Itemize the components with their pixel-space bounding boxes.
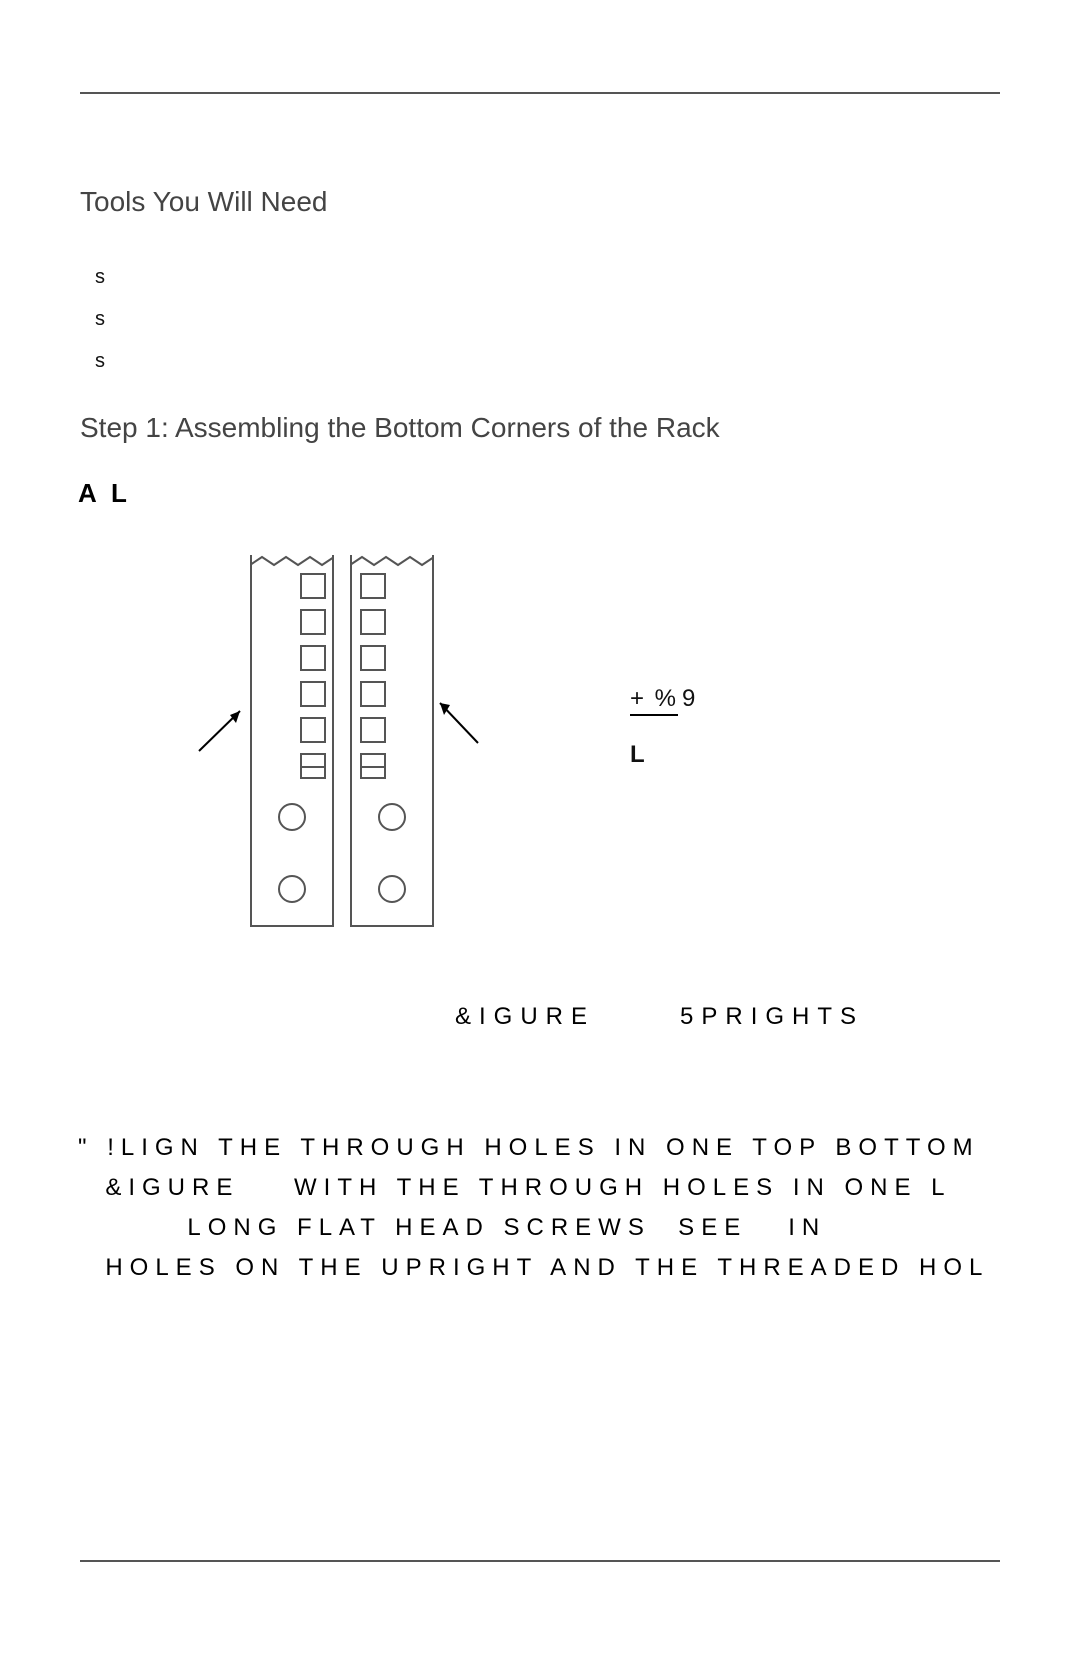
through-hole — [278, 875, 306, 903]
tools-list: s s s — [95, 256, 105, 382]
through-hole — [278, 803, 306, 831]
slot-split — [300, 753, 326, 779]
slot — [300, 645, 326, 671]
slot — [360, 717, 386, 743]
torn-edge — [250, 553, 334, 569]
through-hole — [378, 803, 406, 831]
slot — [300, 681, 326, 707]
bottom-rule — [80, 1560, 1000, 1562]
slot — [360, 573, 386, 599]
list-item: s — [95, 340, 105, 382]
through-hole — [378, 875, 406, 903]
body-line: HOLES ON THE UPRIGHT AND THE THREADED HO… — [78, 1254, 989, 1281]
slot — [300, 573, 326, 599]
body-line: &IGURE WITH THE THROUGH HOLES IN ONE L — [78, 1174, 952, 1201]
arrow-right-icon — [428, 691, 488, 751]
figure-caption-left: &IGURE — [455, 1003, 595, 1031]
page: Tools You Will Need s s s Step 1: Assemb… — [0, 0, 1080, 1669]
slot — [360, 681, 386, 707]
key-subletter: L — [630, 741, 695, 769]
list-item: s — [95, 298, 105, 340]
slot — [360, 645, 386, 671]
al-label: A L — [78, 478, 131, 509]
key-code-underlined: + % — [630, 685, 678, 716]
upright-left — [250, 555, 334, 927]
arrow-left-icon — [194, 699, 254, 759]
uprights-diagram — [190, 555, 630, 935]
tools-heading: Tools You Will Need — [80, 186, 327, 218]
body-line: LONG FLAT HEAD SCREWS SEE IN — [78, 1214, 826, 1241]
key-annotation: + %9 L — [630, 685, 695, 769]
upright-right — [350, 555, 434, 927]
slot — [300, 717, 326, 743]
list-item: s — [95, 256, 105, 298]
figure-caption-right: 5PRIGHTS — [680, 1003, 864, 1031]
step1-heading: Step 1: Assembling the Bottom Corners of… — [80, 412, 720, 444]
top-rule — [80, 92, 1000, 94]
slot-split — [360, 753, 386, 779]
slot — [360, 609, 386, 635]
body-line: " !LIGN THE THROUGH HOLES IN ONE TOP BOT… — [78, 1134, 980, 1161]
key-code-number: 9 — [682, 685, 695, 712]
slot — [300, 609, 326, 635]
torn-edge — [350, 553, 434, 569]
instruction-paragraph: " !LIGN THE THROUGH HOLES IN ONE TOP BOT… — [78, 1088, 1080, 1288]
